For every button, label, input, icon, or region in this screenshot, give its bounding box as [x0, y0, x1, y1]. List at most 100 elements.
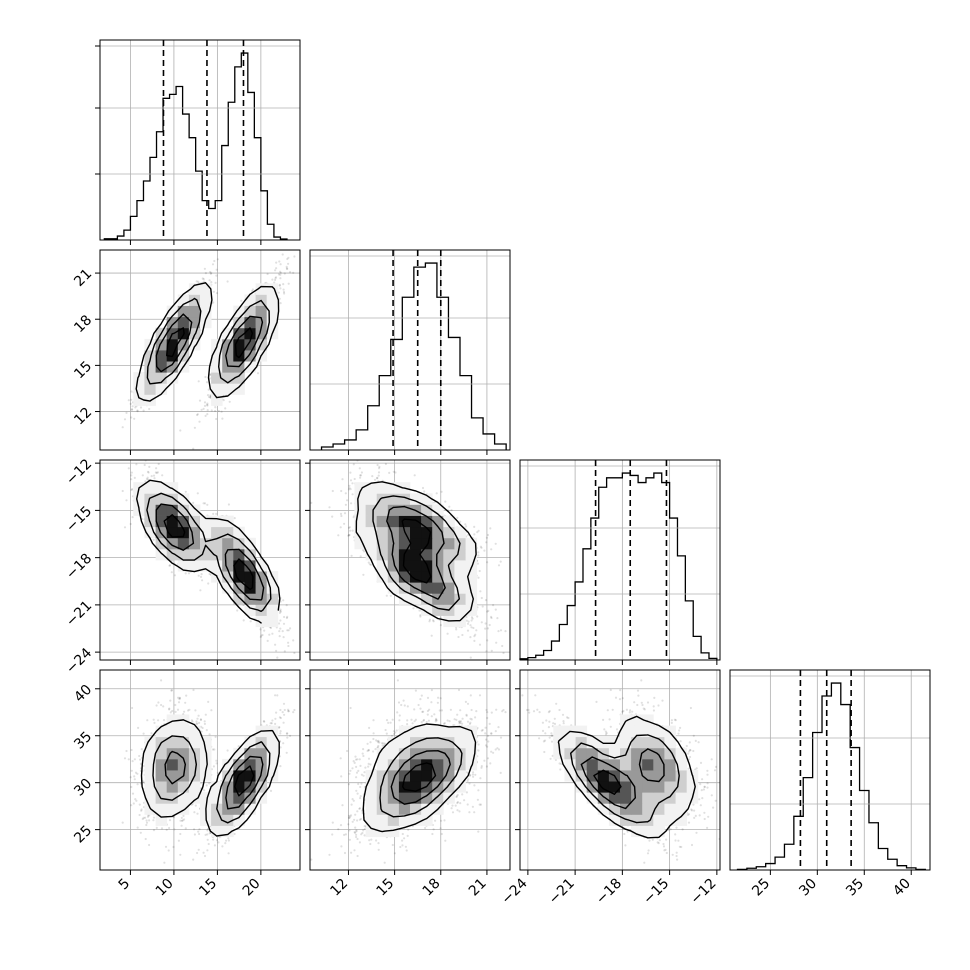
sample-point [220, 410, 223, 413]
sample-point [266, 272, 269, 276]
sample-point [168, 564, 172, 567]
sample-point [203, 267, 206, 270]
contour-line [146, 297, 270, 385]
histogram-1 [103, 52, 288, 240]
panel-frame [99, 39, 301, 241]
sample-point [279, 627, 282, 630]
sample-point [173, 574, 177, 577]
sample-point [148, 465, 151, 468]
sample-point [287, 629, 290, 632]
sample-point [274, 276, 278, 279]
sample-point [251, 288, 254, 291]
density-cell [177, 305, 190, 318]
sample-point [277, 291, 280, 294]
sample-point [285, 267, 288, 270]
sample-point [279, 263, 282, 266]
sample-point [203, 404, 207, 407]
sample-point [196, 492, 199, 495]
sample-point [206, 403, 209, 406]
density-cell [200, 316, 212, 329]
sample-point [292, 639, 295, 642]
sample-point [278, 635, 281, 638]
sample-point [281, 630, 284, 633]
sample-point [208, 279, 211, 282]
density-cell [155, 350, 168, 362]
sample-point [278, 297, 281, 300]
sample-point [256, 372, 260, 375]
sample-point [195, 280, 198, 283]
sample-point [142, 409, 145, 412]
sample-point [221, 417, 224, 420]
sample-point [206, 402, 209, 405]
sample-point [279, 287, 282, 290]
density-cell [266, 294, 279, 306]
sample-point [156, 471, 159, 474]
sample-point [282, 288, 285, 291]
sample-point [203, 280, 206, 283]
density-cell [255, 305, 268, 318]
sample-point [136, 409, 139, 412]
sample-point [196, 413, 199, 417]
sample-point [214, 409, 217, 413]
sample-point [274, 277, 277, 280]
sample-point [276, 656, 279, 659]
sample-point [278, 284, 281, 287]
density-cell [266, 305, 279, 318]
sample-point [130, 398, 133, 401]
density-cell [244, 361, 256, 373]
sample-point [259, 628, 262, 631]
sample-point [293, 255, 296, 258]
sample-point [279, 270, 282, 273]
sample-point [197, 380, 200, 383]
sample-point [136, 410, 139, 413]
sample-point [130, 471, 133, 474]
sample-point [208, 572, 211, 576]
sample-point [283, 272, 286, 275]
density-cell [244, 294, 256, 306]
sample-point [152, 538, 155, 542]
sample-point [146, 470, 150, 473]
density-cell [133, 394, 145, 406]
sample-point [289, 627, 292, 630]
sample-point [279, 610, 282, 613]
sample-point [206, 413, 209, 416]
density-cell [222, 383, 234, 395]
sample-point [206, 503, 209, 506]
sample-point [278, 260, 281, 263]
sample-point [131, 516, 134, 519]
sample-point [193, 426, 196, 429]
sample-point [275, 267, 278, 270]
sample-point [279, 609, 282, 613]
density-cell [144, 361, 156, 373]
panel-2-2 [309, 249, 511, 455]
sample-point [125, 411, 128, 414]
sample-point [144, 480, 147, 483]
sample-point [282, 636, 285, 639]
density-cell [244, 327, 256, 340]
sample-point [214, 281, 217, 284]
sample-point [145, 477, 148, 481]
density-cell [144, 372, 156, 384]
density-cell [233, 372, 245, 384]
sample-point [153, 477, 156, 480]
sample-point [207, 388, 210, 391]
density-cell [177, 294, 190, 306]
sample-point [155, 467, 158, 470]
sample-point [283, 615, 286, 619]
sample-point [212, 301, 215, 304]
sample-point [274, 278, 277, 282]
sample-point [192, 447, 195, 450]
sample-point [154, 471, 157, 474]
density-cell [233, 338, 245, 351]
sample-point [233, 517, 236, 520]
histogram-2 [320, 262, 507, 450]
sample-point [129, 522, 132, 526]
sample-point [215, 417, 218, 421]
density-cell [244, 350, 256, 362]
sample-point [130, 478, 133, 481]
density-cell [188, 305, 201, 318]
density-cell [166, 316, 179, 329]
density-cell [222, 327, 234, 340]
sample-point [204, 414, 207, 417]
contour-line [166, 327, 254, 359]
